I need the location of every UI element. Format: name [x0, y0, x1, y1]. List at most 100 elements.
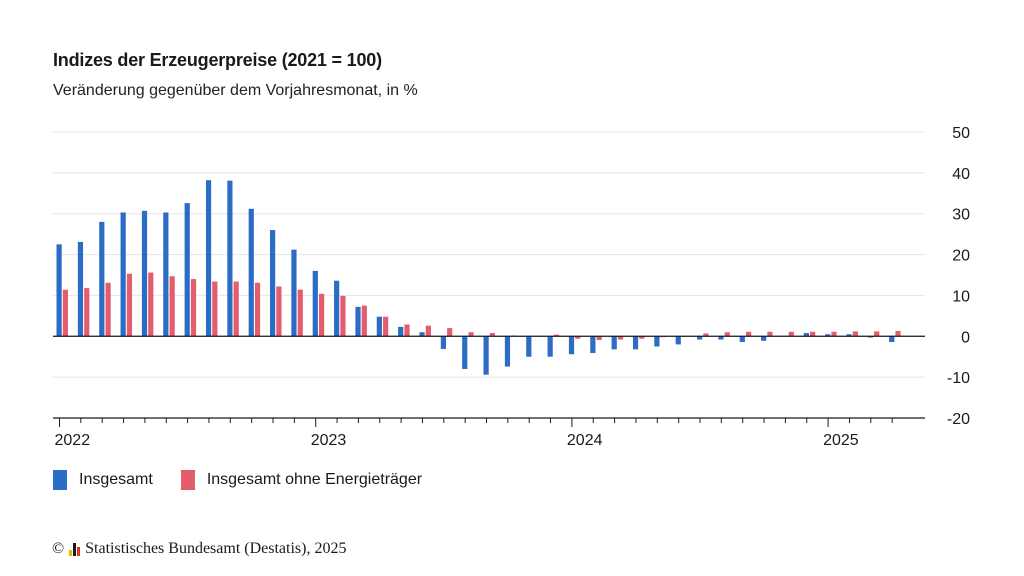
bar-ohne-energie: [447, 328, 453, 337]
bar-insgesamt: [77, 241, 84, 337]
y-tick-label: 40: [952, 166, 970, 183]
bar-insgesamt: [334, 280, 340, 337]
bar-insgesamt: [398, 326, 404, 337]
y-tick-label: -10: [947, 370, 970, 387]
bar-ohne-energie: [212, 281, 218, 337]
bar-insgesamt: [419, 332, 425, 337]
bar-ohne-energie: [254, 282, 261, 337]
bar-insgesamt: [504, 336, 511, 367]
bar-ohne-energie: [319, 293, 325, 337]
bar-insgesamt: [739, 336, 745, 343]
bar-ohne-energie: [575, 336, 581, 339]
bar-ohne-energie: [233, 281, 239, 337]
bar-insgesamt: [483, 336, 489, 375]
bar-ohne-energie: [788, 331, 794, 337]
bar-insgesamt: [889, 336, 895, 343]
bar-insgesamt: [462, 336, 468, 369]
legend-item-insgesamt[interactable]: Insgesamt: [53, 470, 153, 490]
bar-ohne-energie: [852, 331, 858, 337]
y-tick-label: -20: [947, 411, 970, 428]
bar-insgesamt: [825, 334, 831, 337]
copyright-symbol: ©: [52, 540, 65, 557]
bar-insgesamt: [803, 333, 809, 337]
bar-insgesamt: [547, 336, 553, 357]
bar-insgesamt: [184, 203, 190, 337]
bar-insgesamt: [56, 244, 62, 337]
bar-insgesamt: [227, 180, 233, 337]
bar-ohne-energie: [425, 325, 431, 337]
bar-ohne-energie: [639, 336, 645, 339]
bar-insgesamt: [440, 336, 446, 349]
bar-insgesamt: [99, 221, 105, 337]
bar-insgesamt: [590, 336, 596, 354]
x-tick-label: 2022: [55, 432, 91, 449]
y-tick-label: 50: [952, 125, 970, 142]
chart-title: Indizes der Erzeugerpreise (2021 = 100): [53, 50, 382, 70]
bar-insgesamt: [248, 208, 254, 337]
bar-insgesamt: [846, 334, 852, 337]
bar-ohne-energie: [383, 316, 389, 337]
bar-ohne-energie: [340, 295, 346, 337]
bar-insgesamt: [867, 336, 873, 338]
x-tick-label: 2023: [311, 432, 347, 449]
bar-ohne-energie: [148, 272, 154, 337]
bar-ohne-energie: [596, 336, 602, 340]
chart-subtitle: Veränderung gegenüber dem Vorjahresmonat…: [53, 82, 418, 99]
bar-ohne-energie: [831, 331, 837, 337]
legend-label-insgesamt: Insgesamt: [79, 471, 153, 488]
bar-insgesamt: [675, 336, 681, 345]
bar-ohne-energie: [361, 305, 367, 337]
bar-ohne-energie: [810, 331, 816, 337]
bar-ohne-energie: [553, 334, 560, 337]
y-tick-label: 20: [952, 248, 970, 265]
x-tick-label: 2024: [567, 432, 603, 449]
bar-ohne-energie: [874, 331, 880, 337]
bar-ohne-energie: [767, 331, 773, 337]
bar-insgesamt: [761, 336, 767, 341]
legend-swatch-insgesamt: [53, 470, 67, 490]
source-text: Statistisches Bundesamt (Destatis), 2025: [85, 540, 347, 557]
legend-swatch-ohne-energie: [180, 470, 195, 490]
legend-label-ohne-energie: Insgesamt ohne Energieträger: [206, 471, 423, 488]
bar-insgesamt: [568, 336, 575, 355]
y-tick-label: 0: [961, 329, 970, 346]
bar-ohne-energie: [746, 331, 752, 337]
x-tick-label: 2025: [823, 432, 859, 449]
bar-ohne-energie: [105, 282, 111, 337]
bar-insgesamt: [632, 336, 639, 350]
bar-insgesamt: [291, 249, 297, 337]
bar-insgesamt: [120, 212, 126, 337]
bar-insgesamt: [312, 270, 318, 337]
bar-ohne-energie: [724, 332, 730, 337]
legend: Insgesamt Insgesamt ohne Energieträger: [53, 470, 450, 490]
bar-ohne-energie: [468, 332, 474, 337]
bar-ohne-energie: [84, 288, 90, 337]
bar-insgesamt: [611, 336, 617, 350]
bar-ohne-energie: [276, 286, 282, 337]
bar-insgesamt: [697, 336, 703, 340]
bar-insgesamt: [270, 230, 276, 337]
bar-ohne-energie: [617, 336, 624, 340]
y-tick-label: 10: [952, 288, 970, 305]
bar-ohne-energie: [297, 289, 303, 337]
y-tick-label: 30: [952, 207, 970, 224]
bar-insgesamt: [376, 316, 382, 337]
bar-ohne-energie: [62, 289, 68, 337]
bar-ohne-energie: [489, 333, 495, 337]
bar-insgesamt: [205, 180, 212, 337]
bar-insgesamt: [718, 336, 724, 340]
bar-ohne-energie: [126, 273, 133, 337]
destatis-logo-icon: [69, 542, 81, 556]
bar-insgesamt: [526, 336, 532, 357]
source-footer: © Statistisches Bundesamt (Destatis), 20…: [52, 540, 346, 558]
bar-ohne-energie: [404, 324, 410, 337]
legend-item-ohne-energie[interactable]: Insgesamt ohne Energieträger: [180, 470, 423, 490]
bar-ohne-energie: [190, 279, 197, 337]
bar-ohne-energie: [703, 333, 709, 337]
bar-ohne-energie: [169, 276, 175, 337]
bar-insgesamt: [355, 306, 361, 337]
bar-insgesamt: [141, 210, 148, 337]
bar-insgesamt: [654, 336, 660, 347]
bar-ohne-energie: [895, 330, 901, 337]
